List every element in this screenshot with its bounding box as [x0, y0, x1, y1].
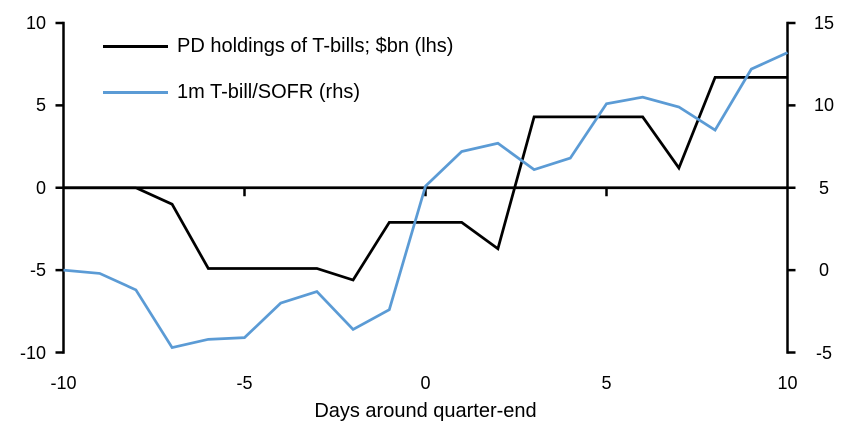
legend-label-pd-holdings: PD holdings of T-bills; $bn (lhs)	[177, 35, 454, 57]
legend-line-sample-sofr	[103, 90, 168, 94]
left-axis-tick-label: 5	[35, 95, 46, 116]
legend-item-sofr: 1m T-bill/SOFR (rhs)	[103, 80, 360, 104]
right-axis-tick-label: -5	[815, 342, 833, 363]
x-axis-tick-label: -5	[236, 373, 253, 393]
x-axis-tick-label: 10	[777, 373, 798, 393]
right-axis-tick-label: 10	[813, 95, 835, 116]
x-axis-title: Days around quarter-end	[314, 400, 537, 422]
legend-label-sofr: 1m T-bill/SOFR (rhs)	[177, 81, 360, 103]
left-axis-tick-label: 0	[35, 177, 46, 198]
x-axis-tick-label: 0	[420, 373, 431, 393]
left-axis-tick-label: 10	[25, 13, 46, 33]
series-line-sofr	[63, 51, 789, 350]
legend-item-pd-holdings: PD holdings of T-bills; $bn (lhs)	[103, 34, 453, 58]
series-line-pd-holdings	[63, 75, 788, 282]
x-axis-tick-label: -10	[50, 373, 77, 393]
left-axis-tick-label: -10	[19, 342, 46, 363]
right-axis-tick-label: 0	[818, 260, 830, 281]
legend-line-sample-pd-holdings	[103, 44, 168, 48]
right-axis-tick-label: 5	[818, 177, 830, 198]
left-axis-tick-label: -5	[29, 260, 46, 281]
right-axis-tick-label: 15	[813, 13, 835, 33]
x-axis-tick-label: 5	[601, 373, 612, 393]
